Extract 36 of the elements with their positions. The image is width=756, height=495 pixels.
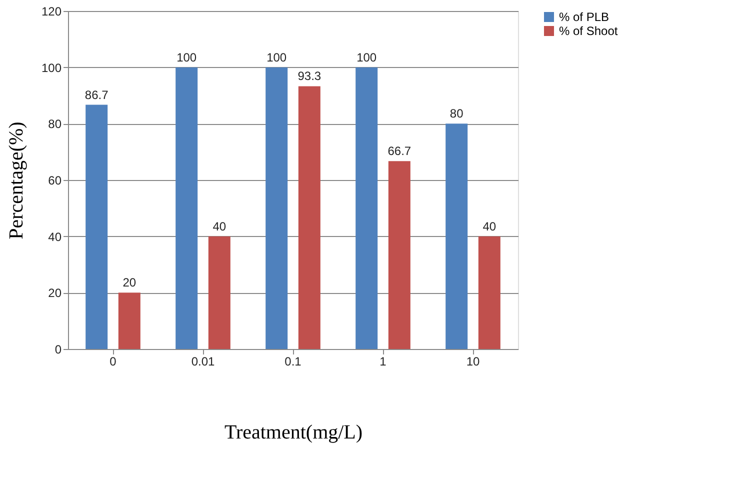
y-tick-label: 0 (54, 342, 62, 356)
data-label: 20 (122, 276, 136, 290)
x-axis-title: Treatment(mg/L) (224, 422, 363, 444)
x-tick-label: 0.01 (191, 354, 215, 368)
x-tick-label: 0.1 (284, 354, 302, 368)
bar (388, 161, 410, 349)
x-tick-label: 10 (466, 354, 480, 368)
y-tick-label: 40 (48, 230, 62, 244)
bar (208, 236, 230, 349)
bar (118, 292, 140, 349)
bar (176, 67, 198, 349)
data-label: 100 (176, 50, 197, 64)
data-label: 93.3 (298, 69, 322, 84)
bar (446, 124, 468, 349)
y-tick-label: 80 (48, 117, 62, 132)
y-tick-label: 100 (41, 60, 62, 75)
bar (356, 67, 378, 349)
data-label: 100 (356, 50, 377, 64)
bar (86, 104, 108, 349)
y-tick-label: 60 (48, 174, 62, 188)
x-tick-label: 1 (380, 354, 387, 368)
bar (478, 236, 500, 349)
bar (266, 67, 288, 349)
data-label: 100 (266, 50, 287, 64)
legend-label: % of Shoot (559, 24, 618, 38)
data-label: 40 (482, 219, 496, 234)
data-label: 80 (450, 106, 464, 121)
data-label: 86.7 (84, 88, 109, 102)
data-label: 40 (212, 219, 226, 234)
y-axis-title: Percentage(%) (5, 122, 28, 240)
x-tick-label: 0 (110, 354, 117, 368)
data-label: 66.7 (388, 144, 412, 158)
y-tick-label: 20 (48, 286, 62, 300)
y-tick-label: 120 (41, 4, 62, 18)
legend-label: % of PLB (559, 10, 610, 24)
bar (298, 86, 320, 349)
